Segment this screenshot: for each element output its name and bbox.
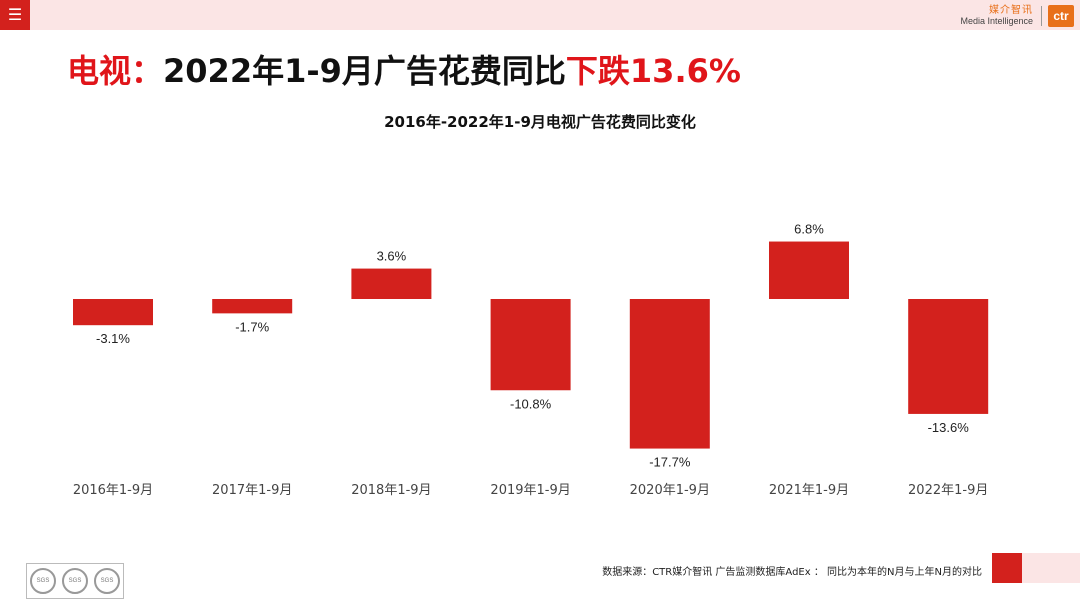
data-label-3: -10.8%: [510, 396, 552, 411]
brand-text: 媒介智讯 Media Intelligence: [960, 5, 1033, 27]
bar-4: [629, 299, 710, 449]
menu-icon[interactable]: ☰: [0, 0, 30, 30]
bar-3: [490, 299, 571, 391]
bar-6: [908, 299, 989, 414]
footer-accent-red: [992, 553, 1022, 583]
bar-1: [212, 299, 293, 314]
brand-en: Media Intelligence: [960, 16, 1033, 26]
bar-0: [73, 299, 153, 326]
headline-highlight: 下跌13.6%: [565, 52, 741, 90]
data-label-0: -3.1%: [96, 331, 130, 346]
footer-accent-pink: [1022, 553, 1080, 583]
data-source-note: 数据来源：CTR媒介智讯 广告监测数据库AdEx ： 同比为本年的N月与上年N月…: [602, 567, 982, 578]
data-label-2: 3.6%: [377, 249, 407, 264]
sgs-seal-icon: SGS: [94, 568, 120, 594]
x-tick-label-0: 2016年1-9月: [73, 483, 153, 498]
sgs-seal-icon: SGS: [30, 568, 56, 594]
brand-logo: 媒介智讯 Media Intelligence ctr: [960, 3, 1074, 29]
brand-divider: [1041, 6, 1042, 26]
x-tick-label-4: 2020年1-9月: [630, 483, 710, 498]
headline-prefix: 电视：: [67, 52, 164, 90]
data-label-6: -13.6%: [928, 420, 970, 435]
brand-cn: 媒介智讯: [989, 5, 1033, 16]
headline-middle: 2022年1-9月广告花费同比: [163, 52, 566, 90]
bar-5: [769, 241, 849, 299]
chart-title: 2016年-2022年1-9月电视广告花费同比变化: [384, 113, 696, 131]
x-tick-label-3: 2019年1-9月: [490, 483, 570, 498]
ctr-logo: ctr: [1048, 5, 1074, 27]
certification-seals: SGS SGS SGS: [26, 563, 124, 599]
x-tick-label-6: 2022年1-9月: [908, 483, 988, 498]
data-label-1: -1.7%: [235, 319, 269, 334]
bar-2: [351, 268, 432, 299]
sgs-seal-icon: SGS: [62, 568, 88, 594]
x-tick-label-1: 2017年1-9月: [212, 483, 292, 498]
page-headline: 电视：2022年1-9月广告花费同比下跌13.6%: [67, 46, 741, 92]
top-bar: [0, 0, 1080, 30]
data-label-4: -17.7%: [649, 455, 691, 470]
x-tick-label-2: 2018年1-9月: [351, 483, 431, 498]
data-label-5: 6.8%: [794, 222, 824, 237]
x-tick-label-5: 2021年1-9月: [769, 483, 849, 498]
